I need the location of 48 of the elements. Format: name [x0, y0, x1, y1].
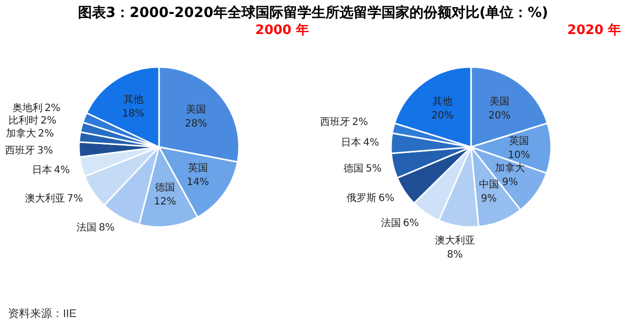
text: 图表3：2000-2020年全球国际留学生所选留学国家的份额对比(单位：%): [78, 4, 548, 21]
slice-label: 美国: [489, 95, 510, 108]
slice-label: 西班牙: [320, 116, 350, 128]
slice-label: 澳大利亚: [24, 192, 65, 205]
slice-label: 加拿大: [495, 162, 526, 174]
slice-label: 德国: [344, 164, 364, 175]
data-label: 12%: [154, 196, 176, 208]
data-label: 9%: [502, 176, 518, 188]
data-label: 10%: [508, 150, 530, 161]
data-label: 2%: [40, 116, 56, 127]
data-label: 4%: [54, 164, 70, 176]
slice-label: 西班牙: [5, 144, 36, 156]
data-label: 7%: [67, 194, 83, 205]
slice-label: 日本: [341, 136, 362, 149]
data-label: 5%: [366, 164, 382, 175]
slice-label: 奥地利: [12, 102, 42, 114]
slice-label: 美国: [186, 103, 206, 116]
slice-label: 法国: [76, 222, 97, 234]
slice-label: 澳大利亚: [434, 234, 475, 247]
data-label: 8%: [446, 250, 463, 261]
slice-label: 其他: [123, 93, 144, 106]
slice-label: 比利时: [8, 114, 38, 127]
text: 2000 年: [255, 23, 309, 38]
text: 资料来源：IIE: [8, 307, 76, 321]
data-label: 3%: [37, 145, 54, 156]
data-label: 2%: [44, 102, 60, 114]
slice-label: 俄罗斯: [346, 192, 376, 204]
data-label: 14%: [186, 177, 209, 188]
data-label: 2%: [352, 117, 368, 128]
data-label: 20%: [431, 110, 454, 122]
slice-label: 其他: [432, 95, 453, 108]
data-label: 6%: [378, 192, 394, 204]
data-label: 2%: [38, 128, 54, 140]
data-label: 18%: [122, 108, 144, 120]
text: 2020 年: [567, 23, 621, 38]
data-label: 28%: [184, 118, 208, 130]
data-label: 4%: [363, 138, 380, 149]
slice-label: 英国: [508, 134, 529, 147]
slice-label: 加拿大: [6, 128, 36, 140]
slice-label: 中国: [478, 178, 499, 191]
slice-label: 德国: [155, 182, 176, 194]
data-label: 6%: [402, 218, 419, 229]
slice-label: 日本: [32, 164, 52, 176]
slice-label: 英国: [188, 162, 208, 174]
slice-label: 法国: [380, 216, 401, 229]
data-label: 8%: [98, 222, 115, 234]
data-label: 20%: [488, 110, 511, 122]
data-label: 9%: [480, 194, 497, 205]
